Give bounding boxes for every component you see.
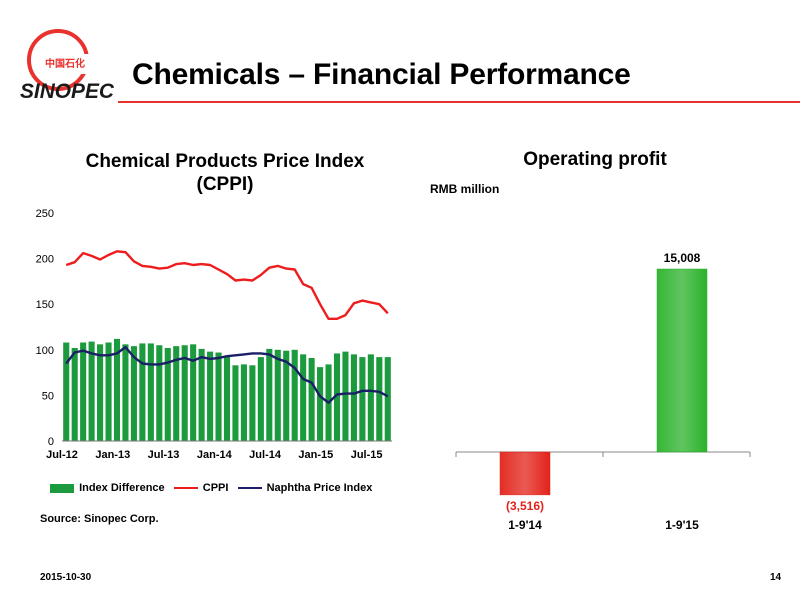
bar-index-difference [71,347,78,441]
bar-index-difference [164,347,171,441]
bar-index-difference [80,342,87,441]
logo-wordmark: SINOPEC [20,80,115,103]
x-category-label: 1-9'15 [665,518,699,532]
bar-index-difference [240,364,247,441]
x-tick-label: Jul-13 [148,449,180,461]
bar-index-difference [190,344,197,441]
cppi-chart-title-line-2: (CPPI) [196,174,254,195]
bar-index-difference [384,357,391,441]
bar-index-difference [257,357,264,441]
bar-index-difference [97,344,104,441]
legend-swatch-index-difference [50,483,74,493]
x-tick-label: Jul-14 [249,449,282,461]
x-category-label: 1-9'14 [508,518,542,532]
title-divider [118,101,800,103]
x-tick-label: Jul-12 [46,449,78,461]
bar-index-difference [232,365,239,441]
bar-index-difference [122,344,129,441]
bar-index-difference [266,348,273,441]
bar-index-difference [173,346,180,441]
bar-index-difference [105,342,112,441]
y-tick-label: 100 [36,345,54,357]
bar-index-difference [147,343,154,441]
bar-index-difference [308,358,315,441]
bar-index-difference [342,351,349,441]
x-tick-label: Jul-15 [351,449,383,461]
bar-index-difference [88,341,95,441]
legend-swatch-cppi [173,487,198,490]
bar-index-difference [249,365,256,441]
bar-index-difference [181,345,188,441]
x-tick-label: Jan-13 [95,449,130,461]
bar-index-difference [300,354,307,441]
bar-index-difference [291,349,298,441]
bar-index-difference [367,354,374,441]
line-naphtha [65,345,389,404]
bar-index-difference [63,342,70,441]
legend-item-cppi: CPPI [173,482,229,495]
bar-index-difference [113,338,121,441]
y-tick-label: 50 [42,390,54,402]
footer-date: 2015-10-30 [40,572,92,583]
x-tick-label: Jan-15 [298,449,333,461]
bar-index-difference [283,350,290,441]
source-note: Source: Sinopec Corp. [40,513,159,525]
x-tick-label: Jan-14 [197,449,233,461]
y-tick-label: 200 [36,254,54,266]
bar-index-difference [156,345,163,441]
bar-operating-profit [499,451,551,496]
logo-chinese-text: 中国石化 [45,57,85,70]
bar-index-difference [317,367,324,441]
bar-index-difference [215,352,222,441]
bar-operating-profit [656,268,708,453]
page-number: 14 [770,572,782,583]
bar-index-difference [274,349,281,441]
legend-label-naphtha: Naphtha Price Index [266,482,373,495]
legend-label-cppi: CPPI [202,482,229,495]
data-label: (3,516) [506,499,544,513]
y-tick-label: 0 [48,436,54,448]
slide-title: Chemicals – Financial Performance [132,58,631,91]
cppi-legend: Index Difference CPPI Naphtha Price Inde… [50,482,378,494]
bar-index-difference [139,343,146,441]
cppi-chart-title-line-1: Chemical Products Price Index [85,151,365,172]
bar-index-difference [130,346,137,441]
cppi-chart: 0 50 100 150 200 250 Jul-12 Jan-13 Jul-13 Jan-14 J… [36,208,392,461]
data-label: 15,008 [664,251,701,265]
legend-item-index-difference: Index Difference [50,482,165,494]
line-cppi [65,250,389,320]
operating-profit-title: Operating profit [523,149,667,170]
legend-swatch-naphtha [237,487,262,490]
bar-index-difference [359,357,366,441]
bar-index-difference [333,353,341,441]
operating-profit-unit: RMB million [430,182,500,196]
bar-index-difference [376,357,383,441]
y-tick-label: 250 [36,208,54,220]
bar-index-difference [350,354,357,441]
legend-label-index-difference: Index Difference [79,482,165,495]
operating-profit-chart: (3,516) 1-9'14 15,008 1-9'15 [455,251,751,532]
y-tick-label: 150 [36,299,54,311]
bar-index-difference [198,348,205,441]
cppi-chart-title: Chemical Products Price Index (CPPI) [40,150,410,196]
bar-index-difference [207,351,214,441]
sinopec-logo: 中国石化 SINOPEC [18,18,116,104]
bar-index-difference [223,356,231,441]
legend-item-naphtha: Naphtha Price Index [237,482,373,495]
